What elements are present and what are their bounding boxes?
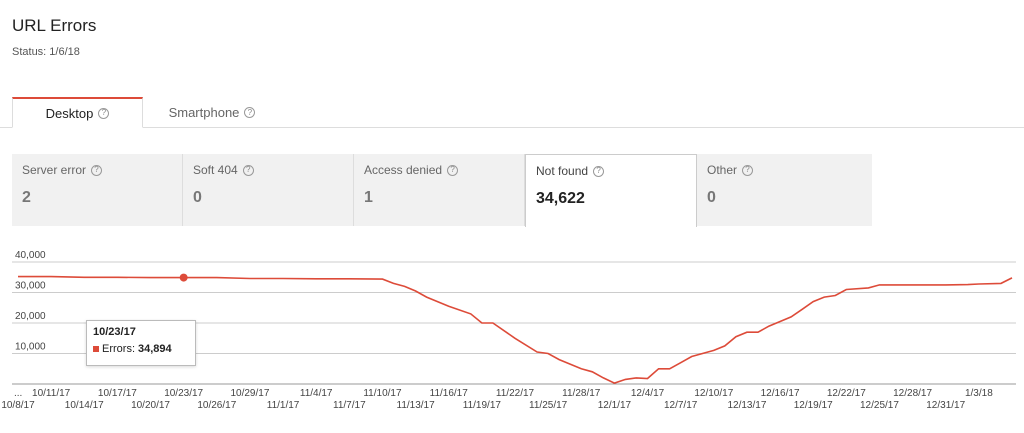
help-icon[interactable]: ? xyxy=(593,165,605,177)
y-tick-label: 30,000 xyxy=(15,281,46,292)
x-tick-label: 1/3/18 xyxy=(965,388,993,399)
x-tick-label: 12/13/17 xyxy=(727,400,766,411)
card-label: Not found xyxy=(536,164,589,178)
tooltip-value: 34,894 xyxy=(138,343,172,355)
help-icon[interactable]: ? xyxy=(742,164,754,176)
tab-smartphone[interactable]: Smartphone ? xyxy=(147,97,277,128)
card-label: Server error xyxy=(22,163,87,177)
x-tick-label: 12/10/17 xyxy=(694,388,733,399)
status-date: Status: 1/6/18 xyxy=(12,46,80,58)
highlight-point xyxy=(179,273,188,282)
x-tick-label: 10/11/17 xyxy=(32,388,71,399)
tooltip-series: Errors: xyxy=(102,343,135,355)
x-tick-label: 12/7/17 xyxy=(664,400,698,411)
card-server-error[interactable]: Server error? 2 xyxy=(12,154,183,226)
x-tick-label: 12/1/17 xyxy=(598,400,632,411)
x-tick-label: 10/23/17 xyxy=(164,388,203,399)
card-value: 1 xyxy=(364,189,373,206)
x-tick-label: 12/16/17 xyxy=(761,388,800,399)
help-icon[interactable]: ? xyxy=(91,164,103,176)
series-swatch xyxy=(93,346,99,352)
card-other[interactable]: Other? 0 xyxy=(697,154,872,226)
x-tick-label: 10/8/17 xyxy=(1,400,35,411)
tab-desktop-label: Desktop xyxy=(45,105,94,121)
help-icon[interactable]: ? xyxy=(242,164,254,176)
x-tick-label: 11/4/17 xyxy=(300,388,333,399)
tab-desktop[interactable]: Desktop ? xyxy=(12,97,143,128)
series-line-errors xyxy=(18,275,1013,384)
x-tick-label: 10/26/17 xyxy=(197,400,236,411)
help-icon[interactable]: ? xyxy=(447,164,459,176)
x-tick-label: 12/25/17 xyxy=(860,400,899,411)
x-tick-label: 11/19/17 xyxy=(463,400,502,411)
x-tick-label: 10/14/17 xyxy=(65,400,104,411)
chart-tooltip: 10/23/17 Errors: 34,894 xyxy=(86,320,196,366)
x-tick-label: 11/10/17 xyxy=(363,388,402,399)
errors-line-chart[interactable]: 10,000 20,000 30,000 40,000 10/11/17 10/17/17… xyxy=(0,240,1024,433)
x-tick-label: 11/13/17 xyxy=(397,400,436,411)
card-value: 2 xyxy=(22,189,31,206)
card-soft-404[interactable]: Soft 404? 0 xyxy=(183,154,354,226)
x-tick-label: 10/29/17 xyxy=(230,388,269,399)
page-title: URL Errors xyxy=(12,16,97,35)
y-tick-label: 20,000 xyxy=(15,311,46,322)
x-tick-label: 10/20/17 xyxy=(131,400,170,411)
y-tick-label: 10,000 xyxy=(15,342,46,353)
card-label: Other xyxy=(707,163,738,177)
x-tick-label: 11/16/17 xyxy=(430,388,469,399)
tabs-divider xyxy=(0,127,1024,128)
help-icon[interactable]: ? xyxy=(244,107,256,118)
help-icon[interactable]: ? xyxy=(98,107,110,119)
x-tick-label: 12/22/17 xyxy=(827,388,866,399)
x-axis-ellipsis: ... xyxy=(14,388,22,399)
x-tick-label: 10/17/17 xyxy=(98,388,137,399)
x-tick-label: 12/19/17 xyxy=(794,400,833,411)
x-tick-label: 11/1/17 xyxy=(267,400,300,411)
x-tick-label: 11/25/17 xyxy=(529,400,568,411)
card-value: 0 xyxy=(707,189,716,206)
tooltip-date: 10/23/17 xyxy=(93,326,136,338)
card-value: 34,622 xyxy=(536,190,585,207)
card-label: Access denied xyxy=(364,163,443,177)
card-value: 0 xyxy=(193,189,202,206)
x-tick-label: 11/7/17 xyxy=(333,400,366,411)
y-tick-label: 40,000 xyxy=(15,250,46,261)
card-label: Soft 404 xyxy=(193,163,238,177)
card-not-found[interactable]: Not found? 34,622 xyxy=(525,154,697,227)
tooltip-row: Errors: 34,894 xyxy=(93,343,189,355)
x-tick-label: 12/31/17 xyxy=(926,400,965,411)
x-tick-label: 12/4/17 xyxy=(631,388,665,399)
x-tick-label: 11/28/17 xyxy=(562,388,601,399)
x-tick-label: 12/28/17 xyxy=(893,388,932,399)
card-access-denied[interactable]: Access denied? 1 xyxy=(354,154,525,226)
x-tick-label: 11/22/17 xyxy=(496,388,535,399)
error-type-cards: Server error? 2 Soft 404? 0 Access denie… xyxy=(12,154,872,227)
tab-smartphone-label: Smartphone xyxy=(168,105,240,120)
